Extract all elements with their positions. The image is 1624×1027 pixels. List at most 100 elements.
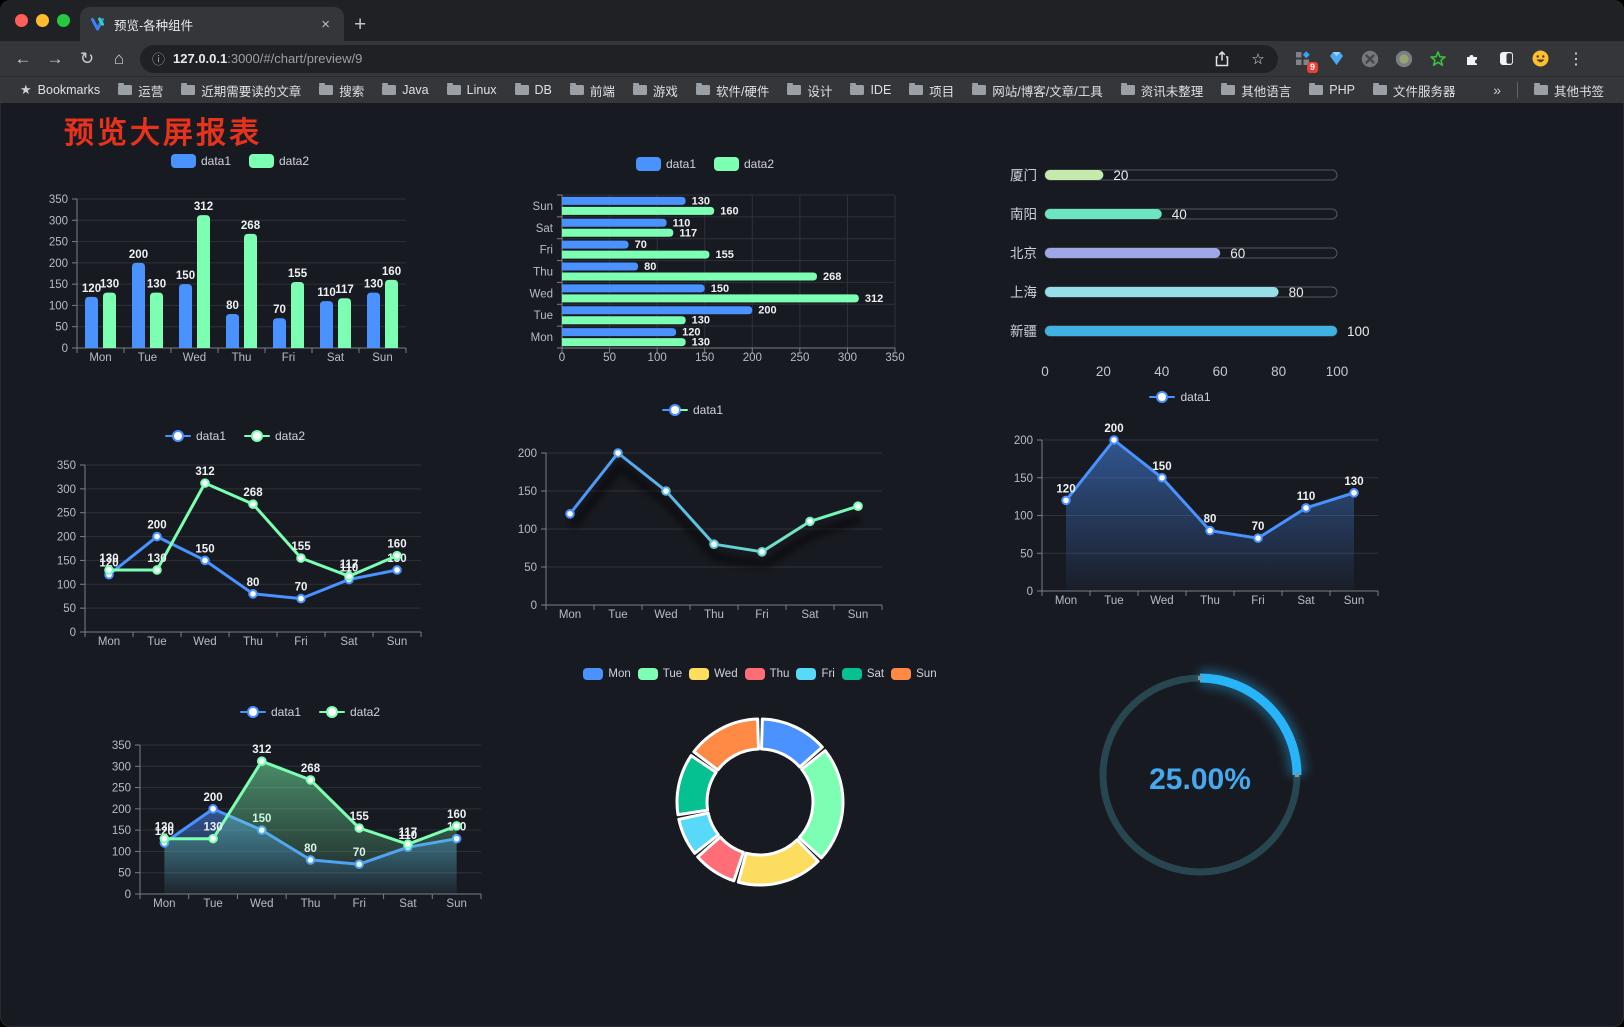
browser-tab[interactable]: 预览-各种组件 × [80,7,344,41]
chart-legend[interactable]: data1 data2 [40,154,440,168]
extensions-puzzle-icon[interactable] [1460,46,1484,72]
bookmark-folder[interactable]: 网站/博客/文章/工具 [964,79,1110,102]
chart-line-area[interactable]: data1 0 50 100 150 200 Mon Tue Wed Thu Fri Sat Sun 12… [980,388,1380,620]
svg-text:Sat: Sat [1297,595,1315,607]
chart-canvas[interactable] [565,660,955,895]
legend-item[interactable]: data2 [244,429,305,443]
chart-canvas[interactable]: 0 50 100 150 200 250 300 350 Mon Tue Wed Thu Fri Sat S… [100,700,520,920]
chart-legend[interactable]: data1 data2 [45,429,425,443]
chart-legend[interactable]: Mon Tue Wed Thu Fri Sat Sun [565,668,955,680]
minimize-window-button[interactable] [36,14,49,27]
legend-item[interactable]: Mon [583,668,631,680]
close-window-button[interactable] [15,14,28,27]
chart-legend[interactable]: data1 [980,390,1380,404]
folder-icon [695,83,710,95]
legend-item[interactable]: data2 [249,154,309,168]
chart-canvas[interactable]: 0 50 100 150 200 250 300 350 Mon Tue Wed Thu Fri Sat S… [40,150,440,375]
bookmark-folder[interactable]: 前端 [562,79,623,102]
extension-green-star-icon[interactable] [1426,46,1450,72]
bookmarks-manager[interactable]: ★ Bookmarks [12,80,108,100]
chart-legend[interactable]: data1 data2 [100,705,520,719]
legend-item[interactable]: data1 [661,403,723,417]
chart-canvas[interactable]: 25.00% [1075,655,1325,900]
bookmark-folder[interactable]: Linux [439,81,505,99]
bookmark-folder[interactable]: 资讯未整理 [1113,79,1212,102]
forward-icon[interactable]: → [40,45,70,73]
svg-text:25.00%: 25.00% [1149,763,1251,796]
legend-item[interactable]: Thu [744,668,789,680]
chart-legend[interactable]: data1 data2 [505,157,905,171]
extension-circle-icon[interactable] [1358,46,1382,72]
legend-label: data2 [279,154,310,168]
folder-icon [382,83,397,95]
bookmark-folder[interactable]: PHP [1301,81,1363,99]
extension-dot-icon[interactable] [1392,46,1416,72]
bookmark-folder[interactable]: 搜索 [311,79,372,102]
chart-horizontal-bar[interactable]: data1 data2 0 50 100 150 200 250 300 350 Sun 130 160… [505,150,905,375]
svg-text:Wed: Wed [193,636,216,648]
home-icon[interactable]: ⌂ [104,45,134,73]
legend-item[interactable]: data1 [1149,390,1211,404]
svg-text:110: 110 [340,563,359,575]
chart-donut[interactable]: Mon Tue Wed Thu Fri Sat Sun [565,660,955,895]
legend-item[interactable]: data2 [319,705,380,719]
legend-item[interactable]: data1 [164,429,226,443]
svg-text:Tue: Tue [608,609,627,621]
bookmark-folder[interactable]: 其他语言 [1213,79,1299,102]
share-icon[interactable] [1208,46,1236,72]
bookmark-folder[interactable]: 游戏 [625,79,686,102]
chart-line-gradient[interactable]: data1 0 50 100 150 200 Mon Tue Wed Thu Fri Sat Sun [500,398,885,633]
site-info-icon[interactable]: ⓘ [152,52,166,67]
bookmark-folder[interactable]: 项目 [901,79,962,102]
bookmark-folder[interactable]: 文件服务器 [1365,79,1464,102]
extension-emoji-icon[interactable] [1528,46,1552,72]
chart-city-progress[interactable]: 厦门 20 南阳 40 北京 60 上海 80 新疆 100 0 20 40 60 80 100 [985,150,1385,385]
chart-gauge[interactable]: 25.00% [1075,655,1325,900]
bookmark-folder[interactable]: IDE [842,81,899,99]
extension-darkreader-icon[interactable] [1494,46,1518,72]
svg-text:Mon: Mon [98,636,120,648]
legend-item[interactable]: data1 [170,154,231,168]
chart-canvas[interactable]: 0 50 100 150 200 Mon Tue Wed Thu Fri Sat Sun [500,398,885,633]
legend-item[interactable]: data1 [239,705,301,719]
bookmark-star-icon[interactable]: ☆ [1244,46,1272,72]
bookmark-folder[interactable]: 近期需要读的文章 [173,79,309,102]
bookmarks-divider [1516,82,1518,98]
new-tab-button[interactable]: + [344,14,376,41]
chart-grouped-bar[interactable]: data1 data2 0 50 100 150 200 250 300 350 Mon Tue Wed… [40,150,440,375]
chart-canvas[interactable]: 0 50 100 150 200 250 300 350 Mon Tue Wed Thu Fri Sat S… [45,423,425,658]
legend-item[interactable]: Sun [891,668,937,680]
maximize-window-button[interactable] [57,14,70,27]
chart-canvas[interactable]: 厦门 20 南阳 40 北京 60 上海 80 新疆 100 0 20 40 60 80 100 [985,150,1385,385]
bookmark-folder[interactable]: 运营 [110,79,171,102]
bookmark-folder[interactable]: Java [374,81,436,99]
extension-grid-icon[interactable]: 9 [1290,46,1318,73]
legend-label: Mon [608,668,631,680]
legend-item[interactable]: data1 [635,157,696,171]
legend-item[interactable]: Tue [637,668,682,680]
chart-line-two-series[interactable]: data1 data2 0 50 100 150 200 250 300 350 Mon Tue Wed… [45,423,425,658]
bookmarks-overflow-chevron[interactable]: » [1485,82,1509,98]
extension-gem-icon[interactable] [1324,46,1348,72]
tab-close-icon[interactable]: × [317,15,334,34]
chart-line-area-two[interactable]: data1 data2 0 50 100 150 200 250 300 350 Mon Tue Wed… [100,700,520,920]
chart-canvas[interactable]: 0 50 100 150 200 Mon Tue Wed Thu Fri Sat Sun 120 200 1… [980,388,1380,620]
legend-item[interactable]: Sat [841,668,884,680]
chart-legend[interactable]: data1 [500,403,885,417]
bookmark-folder[interactable]: 软件/硬件 [688,79,777,102]
svg-text:120: 120 [155,826,174,838]
legend-item[interactable]: Wed [689,668,738,680]
url-text[interactable]: 127.0.0.1:3000/#/chart/preview/9 [173,51,1200,66]
reload-icon[interactable]: ↻ [72,45,102,73]
url-bar[interactable]: ⓘ 127.0.0.1:3000/#/chart/preview/9 ☆ [140,44,1278,73]
back-icon[interactable]: ← [8,45,38,73]
bookmark-folder[interactable]: DB [507,81,560,99]
folder-icon [909,83,924,95]
legend-item[interactable]: Fri [796,668,835,680]
bookmark-folder[interactable]: 设计 [779,79,840,102]
other-bookmarks[interactable]: 其他书签 [1526,79,1612,102]
browser-menu-icon[interactable]: ⋮ [1562,48,1586,70]
legend-item[interactable]: data2 [714,157,774,171]
svg-text:312: 312 [252,744,271,756]
